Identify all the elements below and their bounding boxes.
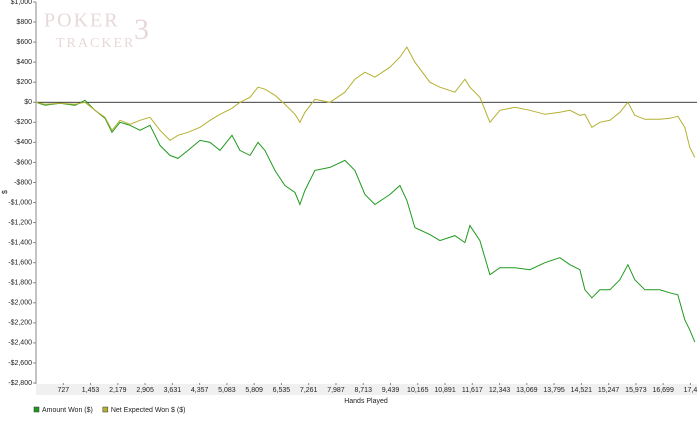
y-tick-label: $600 (16, 39, 32, 46)
x-tick-label: 1,453 (82, 387, 100, 394)
x-tick-label: 15,247 (598, 387, 620, 394)
y-tick-label: -$1,200 (8, 219, 32, 226)
y-tick-label: -$1,400 (8, 239, 32, 246)
y-tick-label: -$2,000 (8, 300, 32, 307)
watermark: TRACKER (56, 36, 135, 51)
legend-label: Amount Won ($) (42, 407, 93, 414)
y-tick-label: -$1,600 (8, 260, 32, 267)
y-tick-label: -$400 (14, 139, 32, 146)
x-tick-label: 2,905 (136, 387, 154, 394)
x-tick-label: 5,083 (218, 387, 236, 394)
x-tick-label: 5,809 (245, 387, 263, 394)
y-tick-label: -$2,400 (8, 340, 32, 347)
legend-swatch (33, 406, 40, 413)
x-tick-label: 11,617 (462, 387, 483, 394)
x-tick-label: 10,165 (407, 387, 429, 394)
series-line (35, 99, 696, 343)
legend: Amount Won ($) Net Expected Won $ ($) (33, 406, 186, 414)
watermark: POKER (44, 10, 120, 32)
y-tick-label: -$1,800 (8, 280, 32, 287)
y-tick-label: -$2,800 (8, 380, 32, 387)
legend-swatch (102, 406, 109, 413)
x-tick-label: 17,4 (684, 387, 698, 394)
x-tick-label: 8,713 (354, 387, 372, 394)
watermark: 3 (134, 13, 151, 46)
x-tick-label: 4,357 (191, 387, 209, 394)
x-tick-label: 14,521 (571, 387, 593, 394)
x-tick-label: 3,631 (164, 387, 182, 394)
y-tick-label: -$600 (14, 159, 32, 166)
y-tick-label: $1,000 (11, 0, 33, 6)
legend-label: Net Expected Won $ ($) (111, 407, 186, 414)
y-tick-label: -$800 (14, 179, 32, 186)
x-tick-label: 9,439 (382, 387, 400, 394)
x-tick-label: 7,261 (300, 387, 318, 394)
x-tick-label: 2,179 (109, 387, 127, 394)
y-tick-label: -$1,000 (8, 199, 32, 206)
x-tick-label: 16,699 (652, 387, 674, 394)
x-tick-label: 15,973 (625, 387, 647, 394)
x-tick-label: 12,343 (489, 387, 511, 394)
x-axis-band (36, 384, 697, 395)
series-line (35, 46, 696, 158)
x-tick-label: 6,535 (273, 387, 291, 394)
x-tick-label: 13,069 (516, 387, 538, 394)
y-tick-label: -$2,600 (8, 360, 32, 367)
x-tick-label: 10,891 (434, 387, 456, 394)
y-tick-label: -$200 (14, 119, 32, 126)
y-tick-label: -$2,200 (8, 320, 32, 327)
y-tick-label: $400 (16, 59, 32, 66)
x-tick-label: 13,795 (543, 387, 565, 394)
x-axis-label: Hands Played (344, 398, 388, 405)
y-tick-label: $0 (24, 99, 32, 106)
y-tick-label: $200 (16, 79, 32, 86)
y-tick-label: $800 (16, 19, 32, 26)
y-axis-label: $ (2, 190, 9, 194)
x-tick-label: 727 (57, 387, 69, 394)
x-tick-label: 7,987 (327, 387, 345, 394)
